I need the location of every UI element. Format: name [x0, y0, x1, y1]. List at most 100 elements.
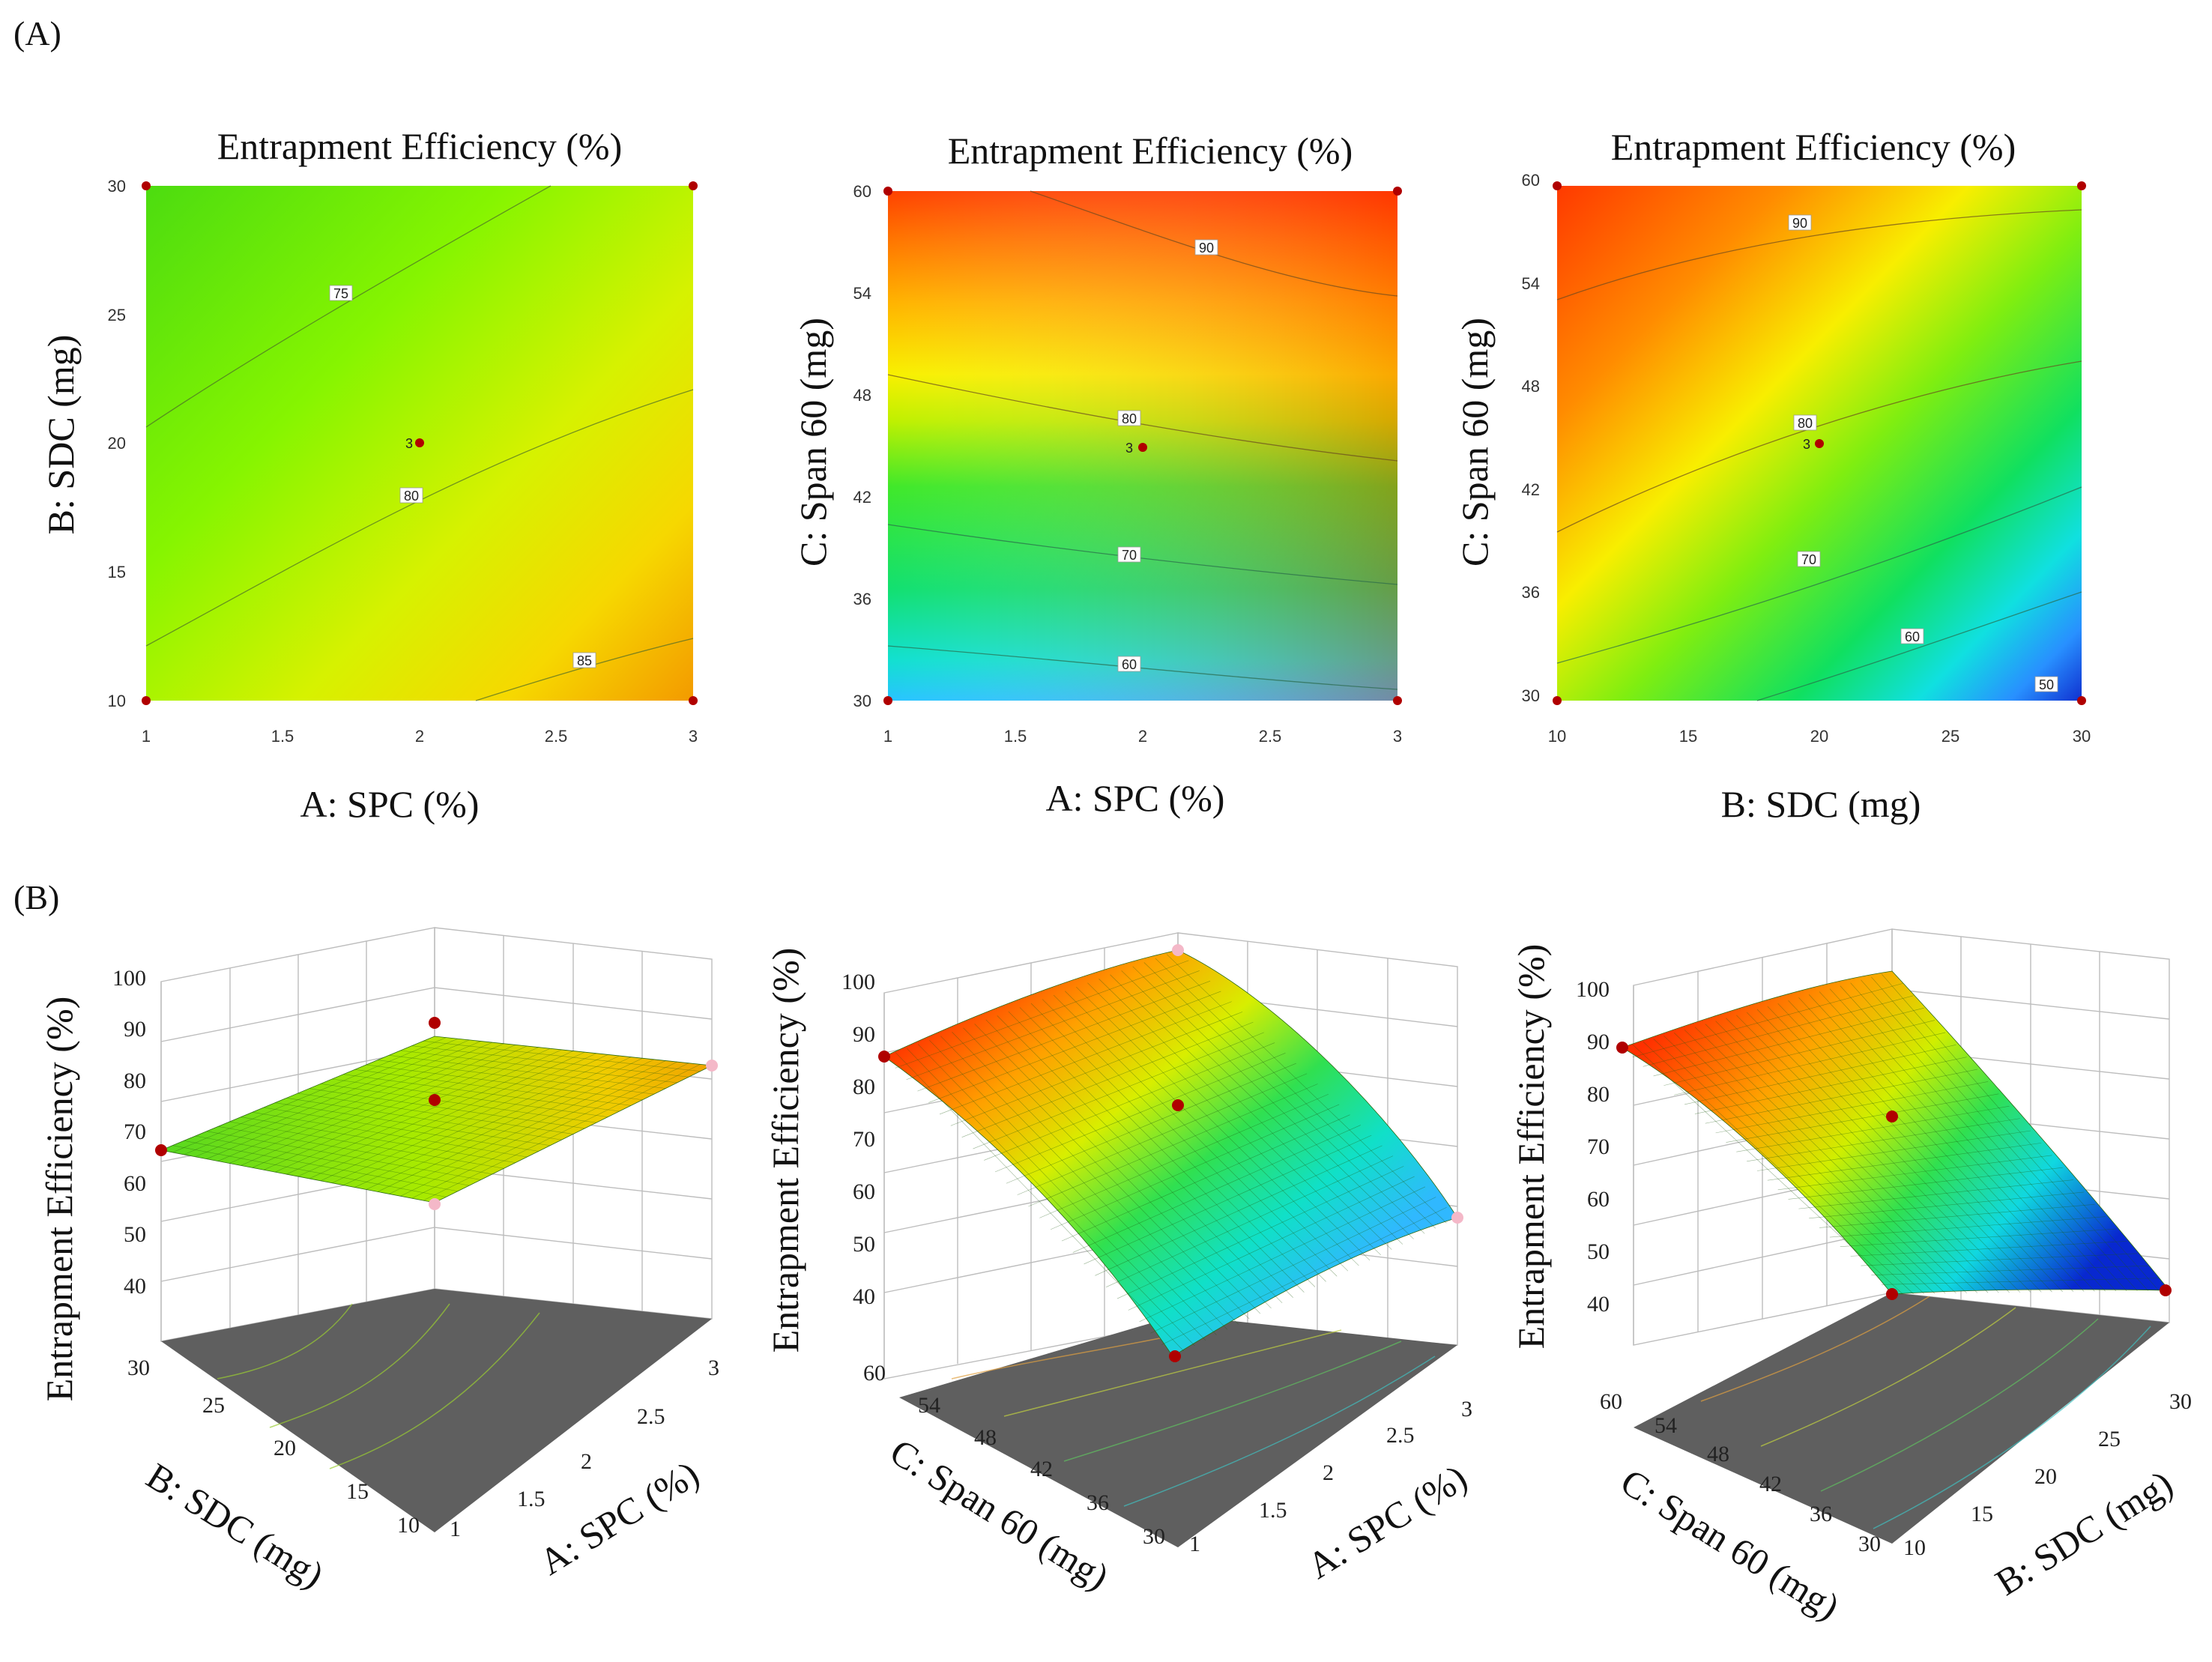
- mesh-line: [1756, 1130, 2031, 1171]
- mesh-line: [411, 1045, 689, 1078]
- svg-text:50: 50: [124, 1222, 146, 1247]
- svg-text:15: 15: [1971, 1502, 1993, 1526]
- mesh-line: [1643, 1041, 1914, 1294]
- svg-text:48: 48: [853, 386, 871, 405]
- surface-mesh: [172, 1037, 701, 1201]
- mesh-line: [195, 1135, 470, 1186]
- contour-label-85: 85: [572, 652, 596, 668]
- z-axis-label: Entrapment Efficiency (%): [1510, 944, 1552, 1350]
- svg-text:42: 42: [1522, 480, 1540, 499]
- mesh-line: [343, 1074, 620, 1112]
- design-point: [1886, 1288, 1898, 1300]
- svg-text:60: 60: [863, 1361, 886, 1385]
- contour-line-80: [887, 374, 1398, 462]
- mesh-line: [423, 1041, 701, 1072]
- svg-text:48: 48: [974, 1425, 997, 1450]
- mesh-line: [1736, 1015, 2010, 1293]
- design-point-below: [429, 1198, 441, 1210]
- svg-text:20: 20: [1810, 727, 1828, 746]
- panel-label-b: (B): [13, 878, 59, 916]
- mesh-line: [906, 970, 1200, 1081]
- svg-text:2.5: 2.5: [545, 727, 568, 746]
- svg-text:100: 100: [1576, 977, 1610, 1002]
- mesh-line: [195, 1039, 470, 1158]
- center-point: [429, 1094, 441, 1106]
- center-point-count: 3: [405, 436, 413, 451]
- mesh-line: [320, 1084, 596, 1123]
- y-ticks: 30 36 42 48 54 60: [863, 1361, 1165, 1549]
- svg-text:15: 15: [346, 1479, 369, 1504]
- mesh-line: [309, 1051, 585, 1179]
- mesh-line: [1663, 1036, 1936, 1294]
- mesh-line: [354, 1057, 632, 1188]
- svg-text:1: 1: [450, 1517, 461, 1541]
- contour-label-50: 50: [2034, 676, 2058, 692]
- svg-text:1: 1: [1189, 1532, 1200, 1556]
- mesh-line: [275, 1102, 551, 1146]
- y-axis-label: C: Span 60 (mg): [1454, 318, 1496, 566]
- svg-text:36: 36: [1522, 583, 1540, 602]
- svg-text:48: 48: [1522, 377, 1540, 396]
- mesh-line: [1095, 1145, 1382, 1276]
- svg-text:60: 60: [1600, 1389, 1622, 1414]
- design-point: [2077, 696, 2086, 705]
- svg-text:80: 80: [124, 1069, 146, 1093]
- svg-text:80: 80: [1798, 416, 1813, 431]
- svg-text:2: 2: [581, 1449, 592, 1474]
- svg-text:70: 70: [1801, 552, 1816, 567]
- design-point: [2077, 181, 2086, 190]
- mesh-line: [1777, 1155, 2052, 1191]
- mesh-line: [1110, 974, 1392, 1250]
- svg-text:10: 10: [108, 692, 126, 710]
- mesh-line: [1694, 1027, 1967, 1293]
- mesh-line: [1643, 995, 1914, 1067]
- mesh-line: [985, 1019, 1272, 1309]
- contour-line-70: [887, 524, 1398, 585]
- contour-plot-spc-span60: Entrapment Efficiency (%) 60 70 80 90 3 …: [792, 130, 1402, 819]
- svg-text:80: 80: [404, 489, 419, 504]
- mesh-line: [994, 1053, 1286, 1173]
- design-point: [155, 1144, 167, 1156]
- mesh-line: [411, 1063, 689, 1199]
- svg-text:54: 54: [1655, 1413, 1677, 1438]
- mesh-line: [1788, 1167, 2063, 1200]
- mesh-line: [1840, 985, 2117, 1292]
- design-point: [2160, 1284, 2172, 1296]
- mesh-line: [1726, 1018, 1999, 1293]
- mesh-line: [895, 1052, 1184, 1352]
- mesh-line: [1006, 1063, 1296, 1184]
- svg-text:40: 40: [124, 1274, 146, 1299]
- mesh-line: [1746, 1012, 2020, 1293]
- contour-line-80: [145, 389, 694, 647]
- svg-text:54: 54: [853, 284, 871, 303]
- contour-label-75: 75: [329, 285, 353, 301]
- center-point: [1886, 1110, 1898, 1122]
- design-point: [689, 696, 698, 705]
- contour-label-80: 80: [1793, 414, 1817, 431]
- svg-text:3: 3: [1393, 727, 1402, 746]
- design-point: [1553, 181, 1562, 190]
- chart-title: Entrapment Efficiency (%): [217, 125, 623, 167]
- mesh-line: [1694, 1057, 1967, 1114]
- svg-text:75: 75: [333, 286, 348, 301]
- mesh-line: [1798, 997, 2074, 1292]
- mesh-line: [274, 1048, 551, 1173]
- contour-line-90: [1556, 209, 2082, 300]
- svg-text:36: 36: [1810, 1502, 1832, 1526]
- svg-text:20: 20: [2034, 1464, 2057, 1489]
- svg-text:30: 30: [1143, 1524, 1165, 1549]
- mesh-line: [377, 1060, 654, 1095]
- mesh-line: [1777, 1003, 2052, 1293]
- design-point: [1393, 696, 1402, 705]
- svg-text:60: 60: [853, 182, 871, 201]
- mesh-line: [984, 1042, 1275, 1161]
- mesh-line: [229, 1121, 504, 1169]
- mesh-line: [1128, 1176, 1415, 1311]
- mesh-line: [1019, 1007, 1305, 1293]
- y-ticks: 10 15 20 25 30: [127, 1356, 420, 1538]
- mesh-line: [973, 1032, 1264, 1149]
- mesh-line: [343, 1055, 620, 1185]
- mesh-line: [354, 1069, 632, 1106]
- svg-text:42: 42: [853, 488, 871, 507]
